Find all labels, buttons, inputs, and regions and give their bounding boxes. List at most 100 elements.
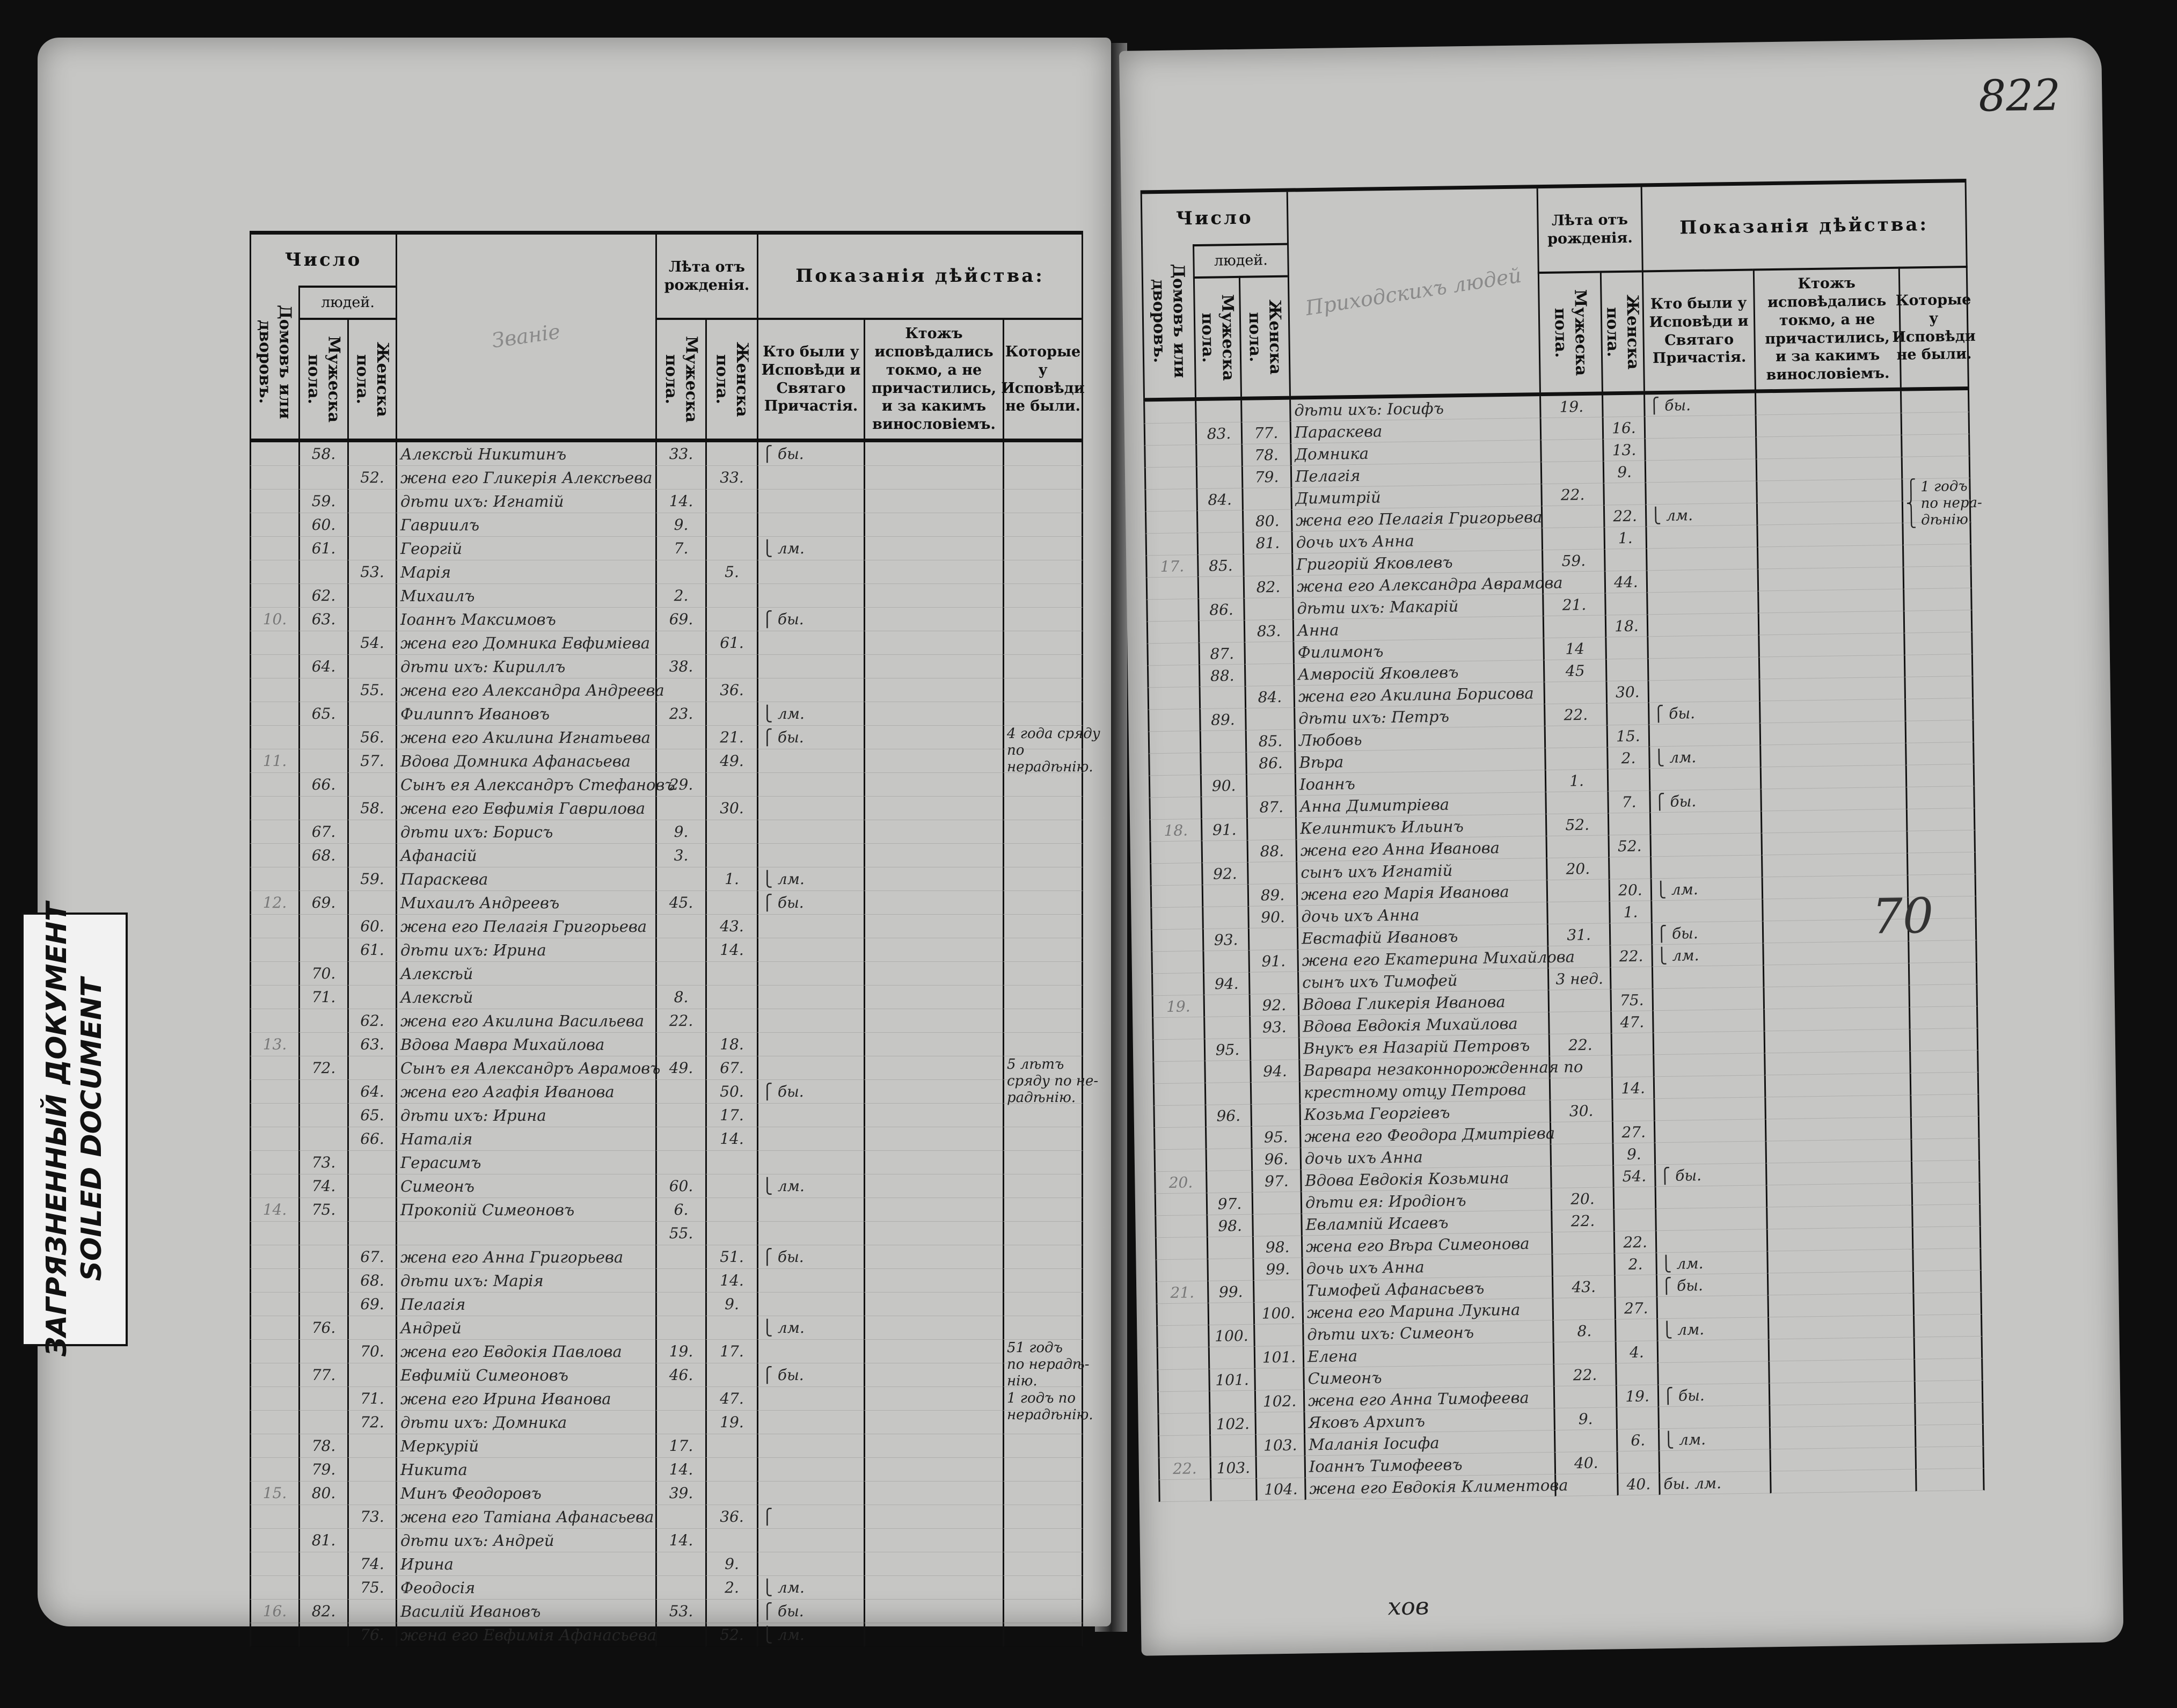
confession-mark xyxy=(1656,1339,1769,1363)
male-number: 69. xyxy=(298,891,347,915)
female-age xyxy=(1604,549,1646,572)
house-number xyxy=(1154,1193,1207,1216)
female-number: 67. xyxy=(347,1245,396,1269)
male-number xyxy=(298,466,347,490)
male-number xyxy=(298,938,347,962)
male-number xyxy=(298,1411,347,1434)
house-number xyxy=(250,1056,298,1080)
not-confessed-cell xyxy=(1910,1138,1981,1162)
female-age: 22. xyxy=(1613,1231,1656,1254)
female-number: 61. xyxy=(347,938,396,962)
female-age xyxy=(705,820,757,844)
male-age xyxy=(1550,1165,1613,1188)
male-age: 55. xyxy=(655,1222,705,1245)
confessed-only-cell xyxy=(864,1174,1003,1198)
confessed-only-cell xyxy=(1756,479,1902,503)
female-number xyxy=(1243,597,1292,621)
not-confessed-cell xyxy=(1003,1174,1083,1198)
confessed-only-cell xyxy=(1768,1359,1914,1384)
confession-mark xyxy=(1646,591,1758,615)
male-age xyxy=(655,560,705,584)
person-name: жена его Екатерина Михайлова xyxy=(1297,946,1575,972)
house-number xyxy=(1156,1303,1208,1326)
person-name: Алексѣй Никитинъ xyxy=(396,442,655,466)
not-confessed-cell xyxy=(1003,608,1083,631)
person-name: дѣти ихъ: Ирина xyxy=(396,938,655,962)
person-name: Алексѣй xyxy=(396,986,655,1009)
person-name: жена его Акилина Васильева xyxy=(396,1009,655,1033)
confessed-only-cell xyxy=(1761,853,1907,878)
confession-mark: ⎧ xyxy=(757,1505,864,1529)
absence-note: 4 года сряду по нерадѣнію. xyxy=(1007,726,1100,776)
confessed-only-cell xyxy=(864,1056,1003,1080)
house-number xyxy=(250,1293,298,1316)
confessed-only-cell xyxy=(1764,1095,1910,1120)
confession-mark xyxy=(757,1340,864,1363)
not-confessed-cell xyxy=(1003,1363,1083,1387)
male-number xyxy=(1195,466,1242,490)
not-confessed-cell xyxy=(1003,962,1083,986)
male-age xyxy=(1542,571,1605,595)
not-confessed-cell xyxy=(1901,456,1971,479)
confessed-only-cell xyxy=(1760,787,1906,812)
person-name: жена его Марія Иванова xyxy=(1296,880,1547,906)
male-number xyxy=(298,1222,347,1245)
not-confessed-cell xyxy=(1909,1072,1979,1096)
house-number xyxy=(1152,1083,1205,1106)
not-confessed-cell xyxy=(1915,1468,1985,1492)
female-age xyxy=(705,986,757,1009)
female-number: 83. xyxy=(1243,619,1293,643)
not-confessed-cell xyxy=(1003,1505,1083,1529)
male-number xyxy=(298,1245,347,1269)
male-age: 19. xyxy=(655,1340,705,1363)
female-number: 65. xyxy=(347,1104,396,1127)
male-age xyxy=(655,915,705,938)
not-confessed-cell xyxy=(1003,1458,1083,1481)
male-age xyxy=(655,1316,705,1340)
female-age: 67. xyxy=(705,1056,757,1080)
not-confessed-cell xyxy=(1903,588,1973,611)
male-number: 95. xyxy=(1203,1038,1250,1061)
table-body: дѣти ихъ: Іосифъ 19. ⎧ бы. 83. 77. Параскева 1… xyxy=(1143,390,1985,1502)
female-age xyxy=(1615,1319,1657,1342)
confession-mark xyxy=(757,1552,864,1576)
confessed-only-cell xyxy=(1755,457,1902,481)
female-number: 84. xyxy=(1244,685,1294,709)
confession-mark xyxy=(1647,657,1759,681)
female-age: 52. xyxy=(1608,835,1650,858)
not-confessed-cell xyxy=(1900,390,1970,413)
confession-mark: ⎩ лм. xyxy=(1645,503,1757,527)
male-age xyxy=(655,1576,705,1600)
person-name: Алексѣй xyxy=(396,962,655,986)
not-confessed-cell xyxy=(1003,1245,1083,1269)
confession-mark xyxy=(757,844,864,867)
confession-mark xyxy=(757,1033,864,1056)
male-age xyxy=(1549,1121,1612,1144)
confessed-only-cell xyxy=(1755,413,1901,437)
confession-mark xyxy=(757,1222,864,1245)
female-age: 2. xyxy=(1606,747,1649,770)
confession-mark: ⎧ бы. xyxy=(1643,393,1755,417)
not-confessed-cell xyxy=(1911,1226,1982,1250)
person-name: жена его Евфимія Гаврилова xyxy=(396,797,655,820)
confessed-only-cell xyxy=(864,1198,1003,1222)
person-name: Евстафій Ивановъ xyxy=(1296,924,1547,950)
person-name: Яковъ Архипъ xyxy=(1303,1408,1554,1434)
confessed-only-cell xyxy=(1759,721,1905,746)
female-number: 52. xyxy=(347,466,396,490)
male-age: 38. xyxy=(655,655,705,678)
male-age xyxy=(655,1151,705,1174)
male-number xyxy=(298,915,347,938)
confession-mark xyxy=(757,1056,864,1080)
female-age: 75. xyxy=(1610,989,1653,1012)
house-number xyxy=(1156,1347,1209,1370)
male-age: 14. xyxy=(655,1458,705,1481)
confession-mark xyxy=(1646,613,1758,637)
house-number xyxy=(250,962,298,986)
female-number xyxy=(347,513,396,537)
confession-mark xyxy=(1648,723,1760,747)
male-age: 23. xyxy=(655,702,705,726)
confessed-only-cell xyxy=(864,938,1003,962)
header-female: Женска пола. xyxy=(347,318,396,439)
house-number xyxy=(1155,1215,1207,1238)
